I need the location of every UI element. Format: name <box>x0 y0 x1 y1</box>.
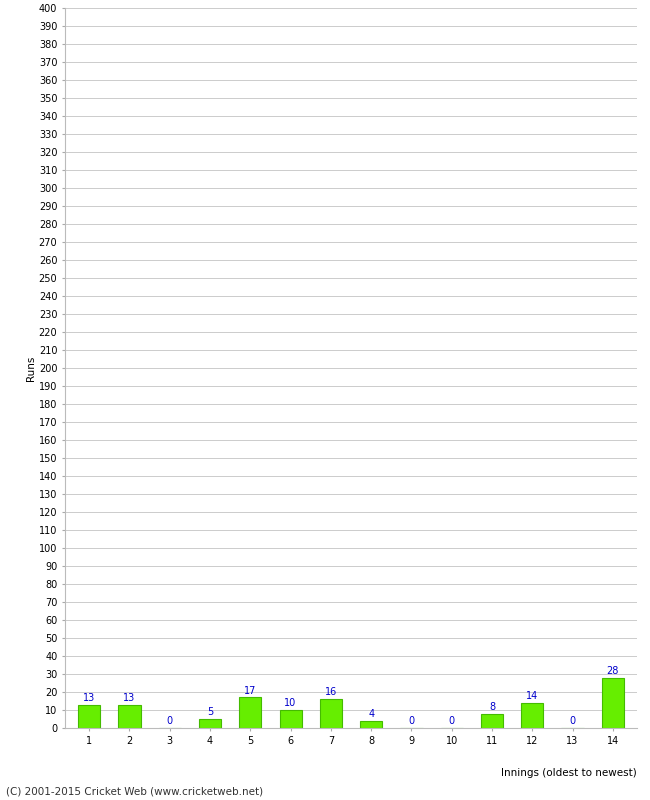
Text: 0: 0 <box>448 716 455 726</box>
Bar <box>360 721 382 728</box>
Bar <box>521 703 543 728</box>
Y-axis label: Runs: Runs <box>26 355 36 381</box>
Text: 28: 28 <box>606 666 619 676</box>
Text: 13: 13 <box>124 693 136 703</box>
Text: 0: 0 <box>569 716 576 726</box>
Bar <box>118 705 140 728</box>
Bar <box>239 698 261 728</box>
Bar <box>78 705 100 728</box>
Text: 0: 0 <box>166 716 173 726</box>
Text: 10: 10 <box>285 698 296 708</box>
Text: (C) 2001-2015 Cricket Web (www.cricketweb.net): (C) 2001-2015 Cricket Web (www.cricketwe… <box>6 786 264 796</box>
Text: 17: 17 <box>244 686 257 696</box>
Bar <box>481 714 503 728</box>
Text: Innings (oldest to newest): Innings (oldest to newest) <box>501 768 637 778</box>
Text: 14: 14 <box>526 691 538 701</box>
Bar <box>602 678 624 728</box>
Text: 8: 8 <box>489 702 495 712</box>
Bar <box>320 699 342 728</box>
Bar <box>199 719 221 728</box>
Text: 13: 13 <box>83 693 96 703</box>
Text: 16: 16 <box>325 687 337 698</box>
Text: 4: 4 <box>368 709 374 719</box>
Text: 5: 5 <box>207 707 213 718</box>
Bar <box>280 710 302 728</box>
Text: 0: 0 <box>408 716 415 726</box>
